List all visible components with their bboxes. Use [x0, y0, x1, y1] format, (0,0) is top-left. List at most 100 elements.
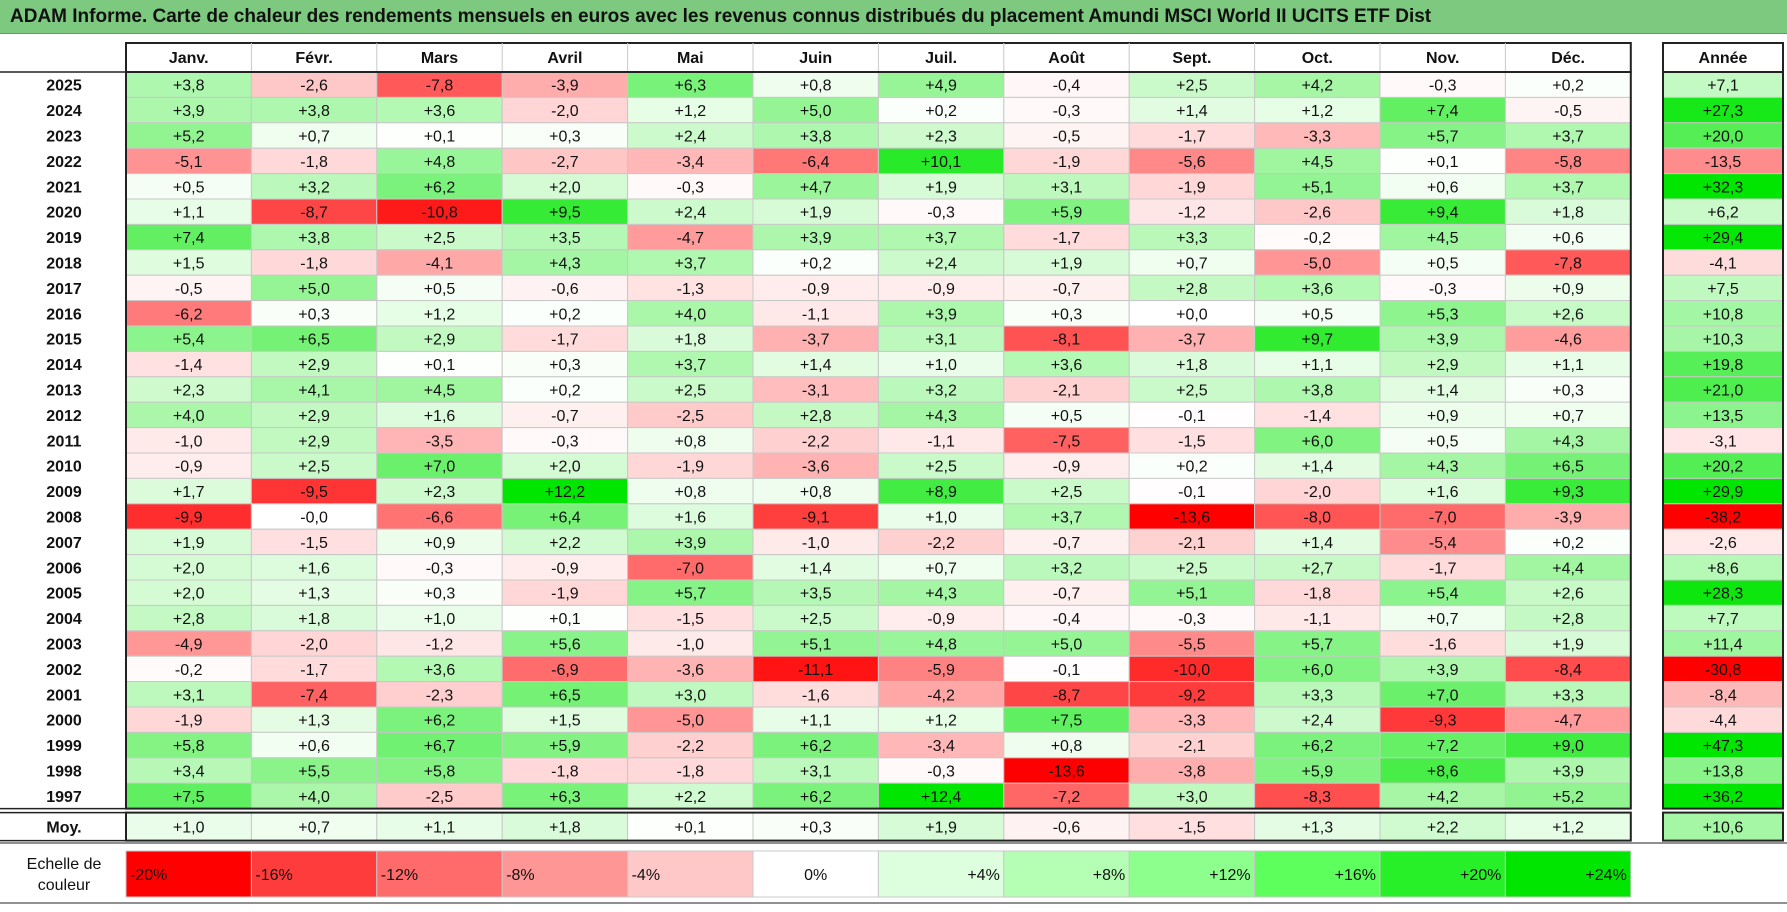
- scale-step-label: -20%: [130, 867, 167, 884]
- heatmap-cell: [1003, 427, 1130, 454]
- cell-value: -5,8: [1554, 154, 1582, 171]
- cell-value: +5,1: [1302, 179, 1334, 196]
- cell-value: -2,3: [426, 687, 454, 704]
- cell-value: +3,3: [1552, 687, 1584, 704]
- heatmap-cell: [1379, 401, 1506, 429]
- cell-value: +6,5: [298, 332, 330, 349]
- heatmap-cell: [125, 401, 252, 429]
- heatmap-cell: [752, 604, 879, 632]
- cell-value: +1,4: [800, 560, 832, 577]
- heatmap-cell: [501, 681, 629, 708]
- heatmap-cell: [376, 477, 503, 505]
- heatmap-cell: [1379, 198, 1506, 225]
- year-label: 2013: [46, 383, 82, 400]
- cell-value: +1,4: [1427, 383, 1459, 400]
- cell-value: +1,2: [925, 713, 957, 730]
- cell-value: -1,9: [175, 713, 203, 730]
- heatmap-cell: [752, 554, 879, 581]
- cell-value: +8,9: [925, 484, 957, 501]
- annual-value: +20,0: [1703, 129, 1744, 146]
- heatmap-cell: [1003, 147, 1130, 175]
- heatmap-cell: [877, 604, 1005, 632]
- cell-value: -9,3: [1429, 713, 1457, 730]
- heatmap-cell: [877, 325, 1005, 352]
- cell-value: +9,5: [549, 205, 581, 222]
- cell-value: -13,6: [1048, 764, 1085, 781]
- heatmap-cell: [1128, 655, 1256, 683]
- heatmap-cell: [250, 401, 378, 429]
- scale-swatch: [877, 850, 1005, 898]
- heatmap-cell: [877, 249, 1005, 276]
- cell-value: -1,6: [802, 687, 830, 704]
- cell-value: +0,2: [549, 306, 581, 323]
- cell-value: -6,9: [551, 662, 579, 679]
- cell-value: +1,3: [298, 713, 330, 730]
- cell-value: +0,3: [298, 306, 330, 323]
- annual-value: +47,3: [1703, 738, 1744, 755]
- cell-value: +4,5: [424, 383, 456, 400]
- cell-value: -7,8: [426, 78, 454, 95]
- cell-value: +3,6: [424, 662, 456, 679]
- annual-value: +7,1: [1707, 78, 1739, 95]
- cell-value: -0,9: [927, 611, 955, 628]
- heatmap-cell: [1379, 681, 1506, 708]
- annual-value: +20,2: [1703, 459, 1744, 476]
- cell-value: -8,0: [1304, 510, 1332, 527]
- cell-value: -2,1: [1178, 738, 1206, 755]
- heatmap-cell: [1504, 655, 1632, 683]
- heatmap-cell: [1379, 325, 1506, 352]
- cell-value: -3,5: [426, 433, 454, 450]
- annual-value: -13,5: [1705, 154, 1742, 171]
- cell-value: +1,9: [1051, 256, 1083, 273]
- heatmap-cell: [125, 630, 252, 657]
- heatmap-cell: [1003, 173, 1130, 200]
- heatmap-cell: [1128, 554, 1256, 581]
- heatmap-cell: [1379, 782, 1506, 810]
- cell-value: +5,7: [1302, 637, 1334, 654]
- cell-value: -1,0: [175, 433, 203, 450]
- cell-value: +4,2: [1427, 789, 1459, 806]
- heatmap-cell: [627, 147, 754, 175]
- cell-value: +4,0: [675, 306, 707, 323]
- cell-value: +6,7: [424, 738, 456, 755]
- cell-value: +2,5: [800, 611, 832, 628]
- heatmap-cell: [1128, 198, 1256, 225]
- cell-value: +2,8: [173, 611, 205, 628]
- cell-value: -2,0: [300, 637, 328, 654]
- cell-value: +7,4: [1427, 103, 1459, 120]
- cell-value: +2,8: [1552, 611, 1584, 628]
- cell-value: +3,7: [1051, 510, 1083, 527]
- cell-value: -1,7: [551, 332, 579, 349]
- cell-value: +9,4: [1427, 205, 1459, 222]
- average-value: +1,8: [549, 820, 581, 837]
- cell-value: +2,9: [1427, 357, 1459, 374]
- heatmap-cell: [376, 579, 503, 606]
- cell-value: +6,0: [1302, 433, 1334, 450]
- cell-value: -10,8: [421, 205, 458, 222]
- heatmap-cell: [1128, 427, 1256, 454]
- heatmap-cell: [1379, 147, 1506, 175]
- cell-value: +1,0: [424, 611, 456, 628]
- heatmap-cell: [877, 757, 1005, 784]
- cell-value: -0,3: [1429, 78, 1457, 95]
- cell-value: +1,6: [298, 560, 330, 577]
- cell-value: +5,0: [1051, 637, 1083, 654]
- heatmap-cell: [250, 173, 378, 200]
- scale-step-label: +12%: [1209, 867, 1250, 884]
- heatmap-cell: [627, 528, 754, 556]
- annual-cell: [1662, 782, 1784, 810]
- annual-value: +8,6: [1707, 560, 1739, 577]
- cell-value: -1,8: [677, 764, 705, 781]
- annual-header-label: Année: [1699, 50, 1748, 67]
- cell-value: +2,3: [925, 129, 957, 146]
- cell-value: +3,0: [675, 687, 707, 704]
- cell-value: -0,4: [1053, 78, 1081, 95]
- cell-value: +0,1: [424, 129, 456, 146]
- heatmap-cell: [1504, 528, 1632, 556]
- heatmap-cell: [1128, 681, 1256, 708]
- heatmap-cell: [250, 325, 378, 352]
- cell-value: +3,8: [173, 78, 205, 95]
- cell-value: -1,7: [1429, 560, 1457, 577]
- heatmap-cell: [752, 731, 879, 759]
